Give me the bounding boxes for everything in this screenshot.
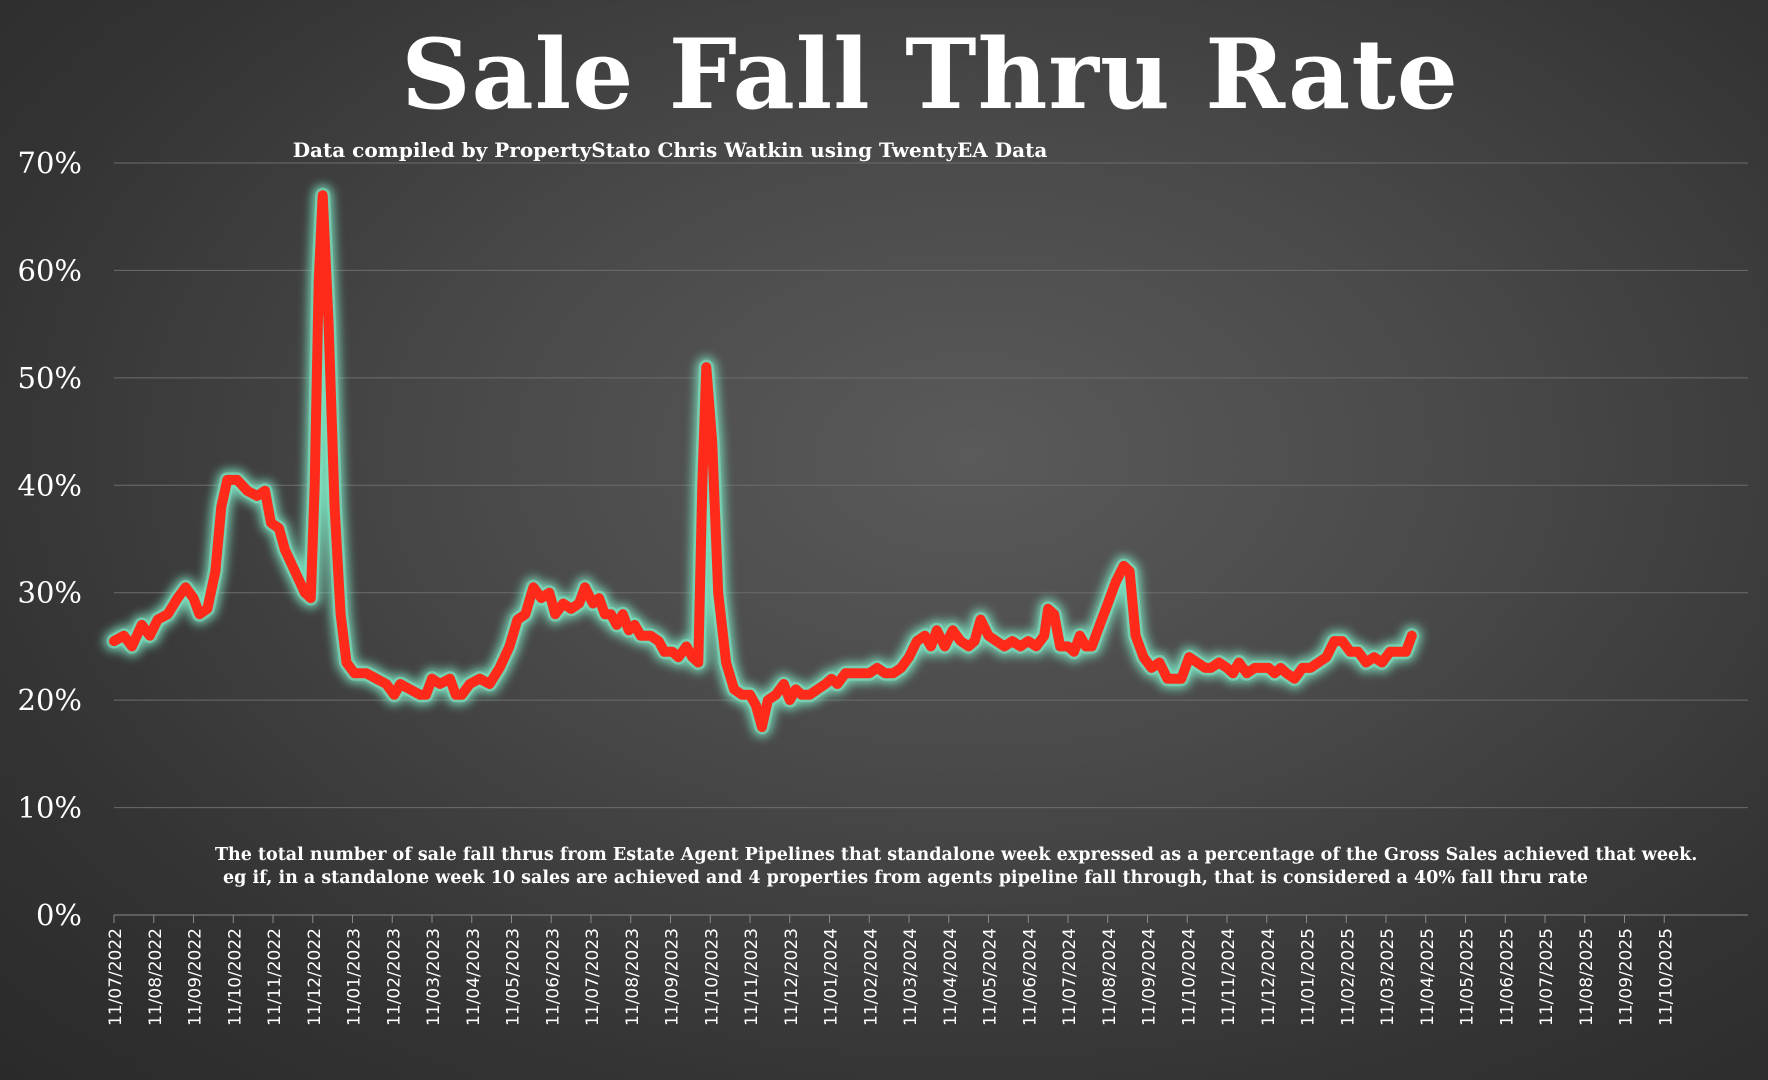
series-fall-thru-rate (104, 185, 1422, 737)
x-tick-label: 11/06/2024 (1020, 928, 1040, 1026)
gridlines (114, 162, 1748, 916)
x-tick-label: 11/07/2022 (106, 928, 126, 1026)
x-tick-label: 11/04/2024 (941, 928, 961, 1026)
x-tick-label: 11/07/2025 (1537, 928, 1557, 1026)
x-tick-label: 11/11/2023 (742, 928, 762, 1026)
series-line-halo (106, 187, 1420, 735)
x-tick-label: 11/10/2023 (702, 928, 722, 1026)
chart-title: Sale Fall Thru Rate (401, 18, 1459, 131)
x-tick-label: 11/12/2024 (1259, 928, 1279, 1026)
x-tick-label: 11/04/2025 (1418, 928, 1438, 1026)
x-tick-label: 11/09/2025 (1617, 928, 1637, 1026)
x-tick-label: 11/02/2025 (1338, 928, 1358, 1026)
x-tick-label: 11/02/2023 (384, 928, 404, 1026)
y-tick-label: 20% (18, 683, 82, 717)
footnote-line-2: eg if, in a standalone week 10 sales are… (223, 868, 1588, 888)
y-tick-label: 50% (18, 361, 82, 395)
x-tick-label: 11/10/2022 (225, 928, 245, 1026)
x-tick-label: 11/09/2023 (663, 928, 683, 1026)
x-tick-label: 11/07/2023 (583, 928, 603, 1026)
x-tick-label: 11/08/2023 (623, 928, 643, 1026)
y-tick-label: 30% (18, 576, 82, 610)
x-tick-label: 11/01/2023 (345, 928, 365, 1026)
x-tick-label: 11/05/2025 (1458, 928, 1478, 1026)
x-tick-label: 11/04/2023 (464, 928, 484, 1026)
y-axis: 0% 10% 20% 30% 40% 50% 60% 70% (18, 146, 82, 932)
x-axis: 11/07/2022 11/08/2022 11/09/2022 11/10/2022… (106, 915, 1676, 1026)
x-tick-label: 11/08/2025 (1577, 928, 1597, 1026)
series-line (109, 190, 1417, 732)
x-tick-label: 11/08/2022 (146, 928, 166, 1026)
x-tick-label: 11/09/2022 (186, 928, 206, 1026)
x-tick-label: 11/11/2024 (1219, 928, 1239, 1026)
x-tick-label: 11/07/2024 (1060, 928, 1080, 1026)
x-tick-label: 11/01/2024 (822, 928, 842, 1026)
x-tick-label: 11/10/2025 (1656, 928, 1676, 1026)
y-tick-label: 70% (18, 146, 82, 180)
chart-subtitle: Data compiled by PropertyStato Chris Wat… (292, 138, 1048, 162)
chart-footnote: The total number of sale fall thrus from… (215, 844, 1698, 890)
y-tick-label: 10% (18, 791, 82, 825)
y-tick-label: 40% (18, 468, 82, 502)
x-tick-label: 11/05/2023 (504, 928, 524, 1026)
y-tick-label: 60% (18, 253, 82, 287)
x-tick-label: 11/02/2024 (861, 928, 881, 1026)
x-tick-label: 11/12/2023 (782, 928, 802, 1026)
x-tick-label: 11/03/2024 (901, 928, 921, 1026)
x-tick-label: 11/05/2024 (981, 928, 1001, 1026)
y-tick-label: 0% (36, 898, 82, 932)
x-tick-label: 11/12/2022 (305, 928, 325, 1026)
x-tick-label: 11/06/2023 (543, 928, 563, 1026)
x-tick-label: 11/09/2024 (1140, 928, 1160, 1026)
x-tick-label: 11/08/2024 (1100, 928, 1120, 1026)
x-tick-label: 11/03/2025 (1378, 928, 1398, 1026)
footnote-line-1: The total number of sale fall thrus from… (215, 845, 1698, 865)
x-tick-label: 11/10/2024 (1179, 928, 1199, 1026)
x-tick-label: 11/01/2025 (1299, 928, 1319, 1026)
x-tick-label: 11/06/2025 (1497, 928, 1517, 1026)
x-tick-label: 11/11/2022 (265, 928, 285, 1026)
x-tick-label: 11/03/2023 (424, 928, 444, 1026)
